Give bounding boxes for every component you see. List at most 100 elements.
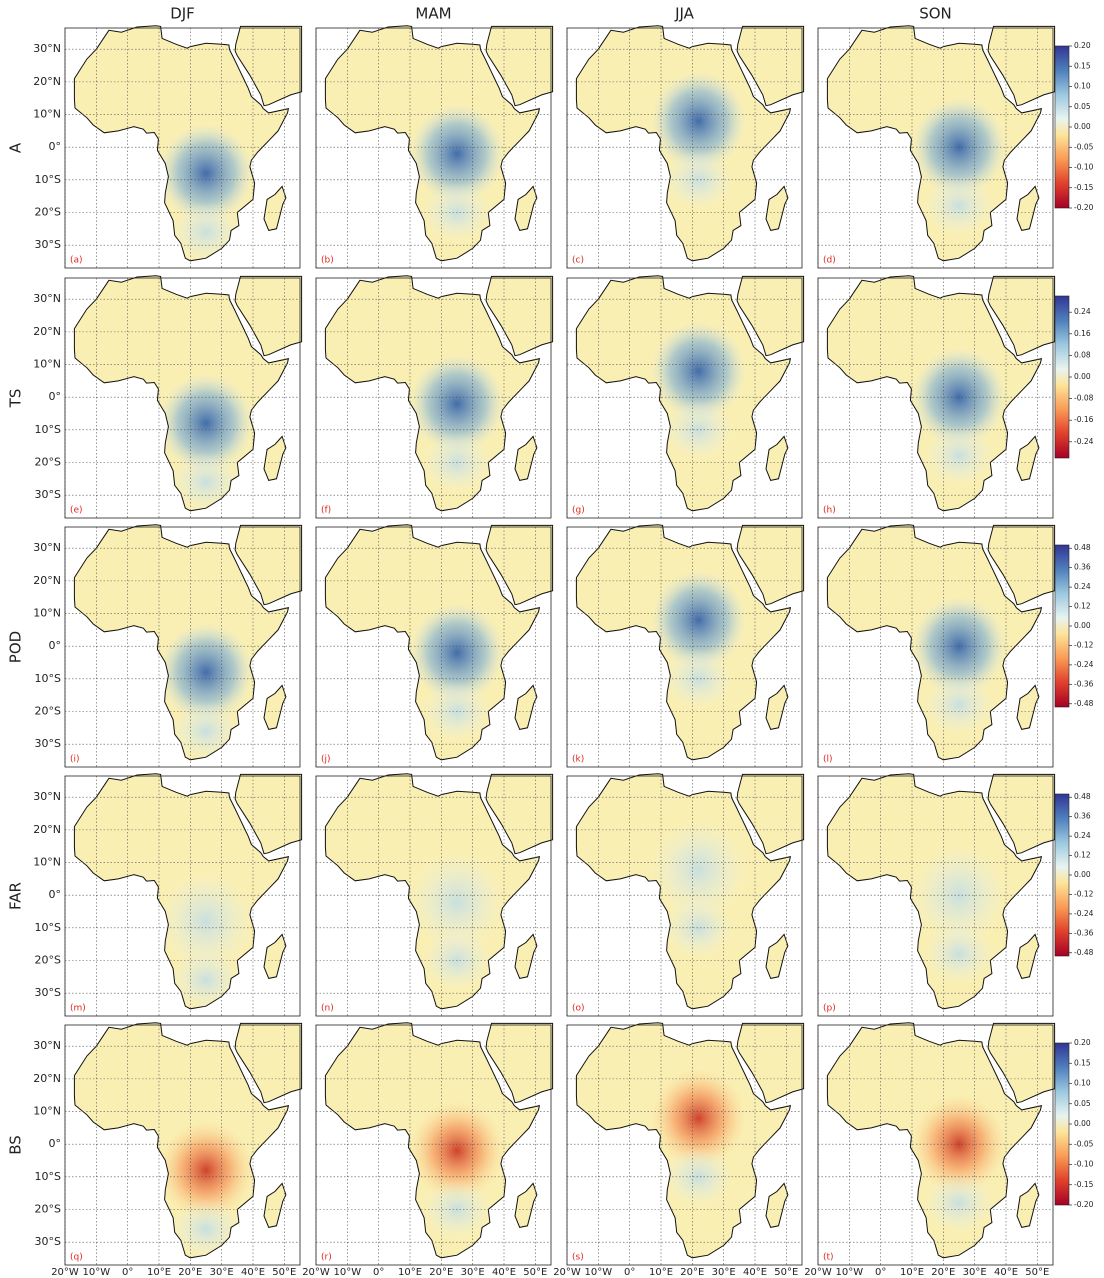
lat-tick-label: 10°N: [33, 358, 61, 371]
colorbar-tick-label: 0.24: [1074, 831, 1091, 840]
panel-label: (e): [70, 506, 83, 516]
colorbar: [1055, 545, 1069, 707]
colorbar-tick-label: 0.15: [1074, 1058, 1091, 1067]
map-panel: 30°N20°N10°N0°10°S20°S30°S(a): [33, 26, 301, 268]
colorbar-tick-label: 0.15: [1074, 61, 1091, 70]
lon-tick-label: 30°E: [712, 1267, 736, 1278]
lon-tick-label: 20°E: [178, 1267, 202, 1278]
field-blob: [664, 898, 734, 958]
lon-tick-label: 0°: [373, 1267, 384, 1278]
lon-tick-label: 40°E: [743, 1267, 767, 1278]
lat-tick-label: 10°N: [33, 108, 61, 121]
lat-tick-label: 20°N: [33, 1072, 61, 1085]
lat-tick-label: 0°: [49, 639, 62, 652]
lat-tick-label: 20°S: [35, 1202, 61, 1215]
colorbar-tick-label: -0.15: [1074, 1180, 1094, 1189]
colorbar-tick-label: -0.08: [1074, 394, 1094, 403]
figure: DJFMAMJJASONA30°N20°N10°N0°10°S20°S30°S(…: [0, 0, 1104, 1278]
lon-tick-label: 20°W: [51, 1267, 79, 1278]
colorbar-tick-label: 0.10: [1074, 1079, 1091, 1088]
lon-tick-label: 10°W: [836, 1267, 864, 1278]
lon-tick-label: 10°E: [649, 1267, 673, 1278]
lat-tick-label: 0°: [49, 390, 62, 403]
map-panel: (l): [818, 525, 1055, 767]
lat-tick-label: 20°S: [35, 205, 61, 218]
map-panel: 30°N20°N10°N0°10°S20°S30°S20°W10°W0°10°E…: [33, 1023, 301, 1278]
map-panel: (o): [567, 774, 804, 1016]
panel-label: (j): [321, 755, 331, 765]
colorbar-tick-label: -0.48: [1074, 948, 1094, 957]
lat-tick-label: 0°: [49, 888, 62, 901]
panel-label: (r): [321, 1253, 332, 1263]
colorbar-tick-label: 0.12: [1074, 602, 1091, 611]
lon-tick-label: 30°E: [210, 1267, 234, 1278]
lat-tick-label: 10°S: [35, 921, 61, 934]
panel-label: (f): [321, 506, 331, 516]
colorbar-tick-label: -0.05: [1074, 1139, 1094, 1148]
lon-tick-label: 50°E: [774, 1267, 798, 1278]
map-panel: (h): [818, 276, 1055, 518]
map-panel: 30°N20°N10°N0°10°S20°S30°S(m): [33, 774, 301, 1016]
colorbar-tick-label: -0.36: [1074, 679, 1094, 688]
panel-label: (q): [70, 1253, 83, 1263]
colorbar: [1055, 794, 1069, 956]
lat-tick-label: 10°N: [33, 1105, 61, 1118]
field-blob: [664, 649, 734, 709]
colorbar-tick-label: -0.20: [1074, 1200, 1094, 1209]
lat-tick-label: 30°N: [33, 541, 61, 554]
lon-tick-label: 10°W: [585, 1267, 613, 1278]
lon-tick-label: 0°: [122, 1267, 133, 1278]
colorbar-tick-label: 0.08: [1074, 350, 1091, 359]
lat-tick-label: 20°N: [33, 75, 61, 88]
map-panel: (p): [818, 774, 1055, 1016]
map-panel: (c): [567, 26, 804, 268]
panel-label: (s): [572, 1253, 584, 1263]
panel-label: (c): [572, 256, 584, 266]
lat-tick-label: 30°S: [35, 986, 61, 999]
row-label: TS: [7, 389, 25, 409]
lon-tick-label: 20°W: [804, 1267, 832, 1278]
field-blob: [924, 1173, 994, 1233]
lon-tick-label: 20°E: [429, 1267, 453, 1278]
colorbar-tick-label: 0.05: [1074, 1099, 1091, 1108]
colorbar-tick-label: 0.10: [1074, 82, 1091, 91]
colorbar-tick-label: -0.10: [1074, 1160, 1094, 1169]
colorbar-tick-label: 0.00: [1074, 1119, 1091, 1128]
lon-tick-label: 50°E: [523, 1267, 547, 1278]
colorbar-tick-label: -0.20: [1074, 203, 1094, 212]
field-blob: [664, 1147, 734, 1207]
colorbar-tick-label: -0.24: [1074, 660, 1094, 669]
colorbar-tick-label: 0.00: [1074, 372, 1091, 381]
lon-tick-label: 20°W: [553, 1267, 581, 1278]
panel-label: (n): [321, 1004, 334, 1014]
colorbar-tick-label: 0.24: [1074, 307, 1091, 316]
lat-tick-label: 10°S: [35, 672, 61, 685]
column-title: DJF: [170, 5, 195, 23]
lon-tick-label: 0°: [624, 1267, 635, 1278]
colorbar-tick-label: 0.48: [1074, 543, 1091, 552]
colorbar-tick-label: -0.15: [1074, 183, 1094, 192]
lat-tick-label: 30°S: [35, 1235, 61, 1248]
map-panel: (k): [567, 525, 804, 767]
lon-tick-label: 30°E: [461, 1267, 485, 1278]
map-panel: (d): [818, 26, 1055, 268]
lon-tick-label: 50°E: [1025, 1267, 1049, 1278]
panel-label: (h): [823, 506, 836, 516]
lat-tick-label: 30°S: [35, 238, 61, 251]
row-label: POD: [7, 631, 25, 663]
colorbar-tick-label: 0.00: [1074, 122, 1091, 131]
colorbar-tick-label: -0.24: [1074, 437, 1094, 446]
lat-tick-label: 0°: [49, 1137, 62, 1150]
lat-tick-label: 20°N: [33, 325, 61, 338]
colorbar-tick-label: 0.24: [1074, 582, 1091, 591]
lat-tick-label: 30°S: [35, 488, 61, 501]
colorbar-tick-label: 0.05: [1074, 102, 1091, 111]
field-blob: [924, 426, 994, 486]
panel-label: (o): [572, 1004, 585, 1014]
colorbar-tick-label: 0.36: [1074, 812, 1091, 821]
panel-label: (p): [823, 1004, 836, 1014]
colorbar-tick-label: -0.36: [1074, 928, 1094, 937]
lon-tick-label: 10°E: [147, 1267, 171, 1278]
column-title: MAM: [415, 5, 451, 23]
